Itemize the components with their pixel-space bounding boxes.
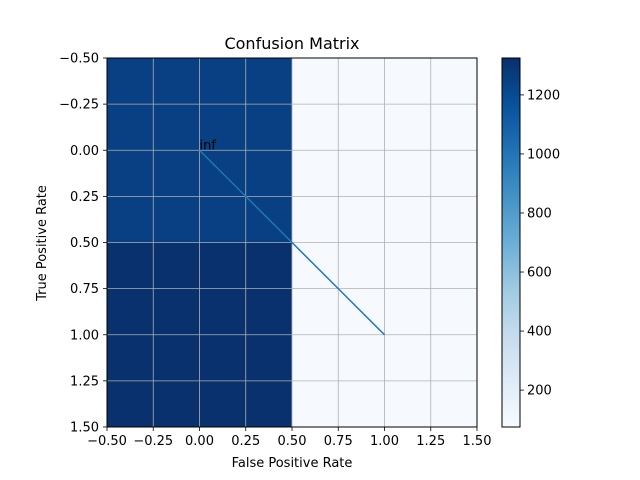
x-tick-label-0: −0.50 [87,434,127,449]
y-tick-label-0: −0.50 [59,52,99,67]
y-tick-label-3: 0.25 [70,190,99,205]
x-tick-label-4: 0.50 [278,434,307,449]
x-tick-label-1: −0.25 [133,434,173,449]
inf-annotation: inf [200,138,217,153]
x-tick-label-2: 0.00 [185,434,214,449]
x-axis-label: False Positive Rate [232,456,353,471]
y-tick-label-7: 1.25 [70,374,99,389]
roc-line [198,149,386,336]
colorbar-tick-label-2: 600 [527,266,552,281]
y-tick-label-6: 1.00 [70,328,99,343]
y-tick-label-2: 0.00 [70,144,99,159]
colorbar-tick-label-0: 200 [527,384,552,399]
y-tick-label-1: −0.25 [59,98,99,113]
colorbar [501,57,521,428]
x-tick-label-6: 1.00 [370,434,399,449]
colorbar-tick-label-4: 1000 [527,147,560,162]
colorbar-tick-label-5: 1200 [527,88,560,103]
chart-title: Confusion Matrix [224,34,359,53]
y-axis-label: True Positive Rate [35,185,50,302]
colorbar-tick-label-3: 800 [527,206,552,221]
x-tick-label-7: 1.25 [416,434,445,449]
y-tick-label-4: 0.50 [70,236,99,251]
x-tick-label-5: 0.75 [324,434,353,449]
y-tick-label-8: 1.50 [70,421,99,436]
colorbar-tick-label-1: 400 [527,325,552,340]
y-tick-label-5: 0.75 [70,282,99,297]
x-tick-label-3: 0.25 [231,434,260,449]
x-tick-label-8: 1.50 [463,434,492,449]
